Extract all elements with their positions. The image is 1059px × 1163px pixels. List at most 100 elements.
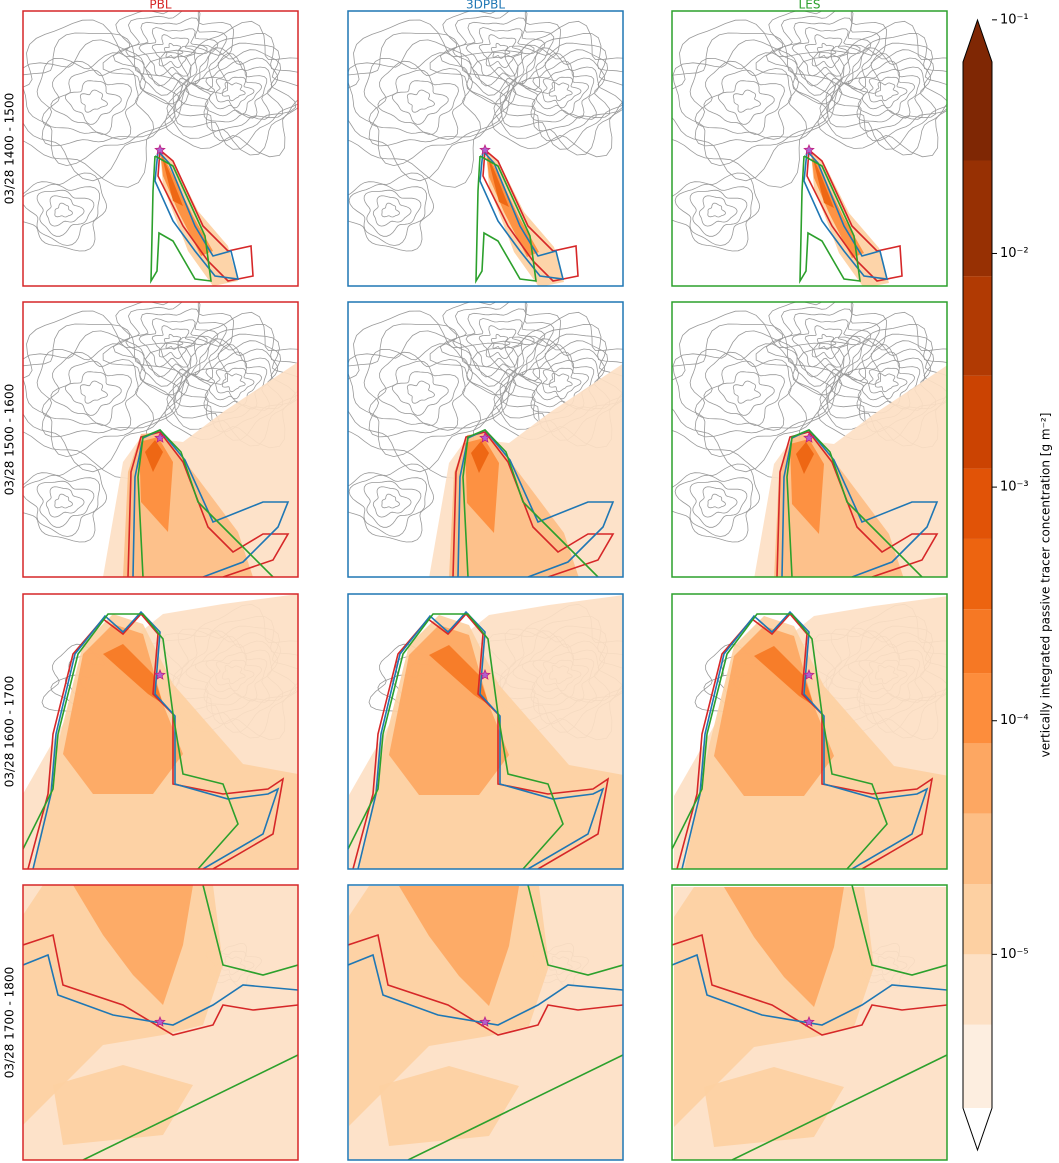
tracer-field bbox=[379, 1066, 519, 1146]
terrain-contour bbox=[490, 333, 511, 350]
terrain-contour bbox=[452, 308, 546, 378]
tracer-field bbox=[103, 644, 163, 704]
plume-outline bbox=[527, 885, 623, 976]
panel-border bbox=[347, 593, 624, 870]
colorbar-band bbox=[963, 1024, 992, 1108]
colorbar-tick-label: 10⁻⁴ bbox=[1000, 713, 1029, 728]
terrain-contour bbox=[694, 351, 792, 431]
terrain-contour bbox=[221, 81, 246, 102]
terrain-contour bbox=[698, 195, 738, 227]
colorbar-band bbox=[963, 884, 992, 955]
terrain-contour bbox=[391, 371, 449, 416]
terrain-contour bbox=[707, 493, 726, 509]
terrain-contour bbox=[532, 68, 590, 115]
terrain-contour bbox=[501, 44, 623, 142]
terrain-contour bbox=[138, 318, 208, 368]
terrain-contour bbox=[205, 68, 263, 115]
terrain-contour bbox=[542, 76, 582, 109]
source-star bbox=[479, 668, 491, 680]
terrain-contour bbox=[23, 475, 100, 537]
terrain-contour bbox=[505, 47, 611, 132]
plume-outline bbox=[137, 429, 274, 577]
terrain-contour bbox=[452, 17, 546, 87]
terrain-contour bbox=[381, 202, 400, 218]
terrain-contour bbox=[672, 19, 845, 188]
source-star bbox=[803, 668, 815, 680]
panel-border bbox=[22, 10, 299, 287]
plume-outline bbox=[776, 431, 939, 577]
terrain-contour bbox=[41, 60, 139, 140]
terrain-contour bbox=[36, 480, 95, 528]
terrain-contour bbox=[797, 20, 947, 158]
plume-outline bbox=[672, 953, 947, 1026]
plume-outline bbox=[27, 612, 285, 869]
terrain-contour bbox=[698, 486, 738, 518]
terrain-contour bbox=[138, 27, 208, 77]
tracer-field bbox=[389, 625, 509, 795]
terrain-contour bbox=[151, 325, 196, 360]
tracer-field bbox=[704, 1067, 844, 1147]
terrain-contour bbox=[478, 34, 523, 69]
terrain-contour bbox=[703, 69, 785, 135]
terrain-contour bbox=[816, 333, 837, 350]
colorbar-band bbox=[963, 609, 992, 674]
column-title: PBL bbox=[149, 0, 171, 12]
source-star bbox=[479, 143, 491, 155]
terrain-contour bbox=[372, 486, 412, 518]
plume-outline bbox=[806, 149, 903, 282]
terrain-contour bbox=[23, 330, 176, 458]
plume-outline bbox=[150, 155, 212, 284]
terrain-contour bbox=[548, 81, 573, 102]
terrain-contour bbox=[64, 371, 122, 416]
panel-border bbox=[22, 593, 299, 870]
terrain-contour bbox=[194, 60, 268, 119]
terrain-contour bbox=[174, 44, 297, 142]
terrain-contour bbox=[215, 367, 255, 400]
terrain-contour bbox=[348, 19, 519, 188]
terrain-contour bbox=[348, 172, 435, 252]
terrain-contour bbox=[689, 480, 748, 528]
plume-outline bbox=[348, 953, 623, 1026]
panel-border bbox=[347, 301, 624, 578]
row-label: 03/28 1400 - 1500 bbox=[3, 93, 17, 204]
terrain-contour bbox=[778, 308, 872, 378]
plume-outline bbox=[348, 933, 623, 1036]
terrain-contour bbox=[674, 475, 753, 537]
terrain-contour bbox=[125, 308, 219, 378]
map-panel bbox=[672, 11, 947, 286]
tracer-field bbox=[465, 438, 499, 533]
terrain-contour bbox=[391, 80, 449, 125]
map-panel bbox=[348, 302, 623, 577]
tracer-field bbox=[73, 885, 193, 1005]
terrain-contour bbox=[694, 60, 792, 140]
terrain-contour bbox=[54, 493, 73, 509]
terrain-contour bbox=[804, 34, 849, 69]
panel-border bbox=[671, 301, 948, 578]
plume-outline bbox=[672, 933, 947, 1036]
terrain-contour bbox=[755, 302, 887, 396]
terrain-contour bbox=[707, 202, 726, 218]
terrain-contour bbox=[363, 189, 422, 237]
terrain-contour bbox=[672, 172, 761, 252]
colorbar-label: vertically integrated passive tracer con… bbox=[1039, 413, 1053, 758]
source-star bbox=[479, 1015, 491, 1027]
tracer-field bbox=[63, 624, 183, 794]
plume-outline bbox=[676, 612, 934, 869]
terrain-contour bbox=[672, 39, 829, 167]
colorbar-band bbox=[963, 160, 992, 277]
terrain-contour bbox=[465, 318, 535, 368]
terrain-contour bbox=[23, 184, 100, 246]
terrain-contour bbox=[363, 480, 422, 528]
map-panel bbox=[23, 302, 298, 577]
tracer-field bbox=[812, 155, 834, 208]
terrain-contour bbox=[465, 27, 535, 77]
terrain-contour bbox=[703, 360, 785, 426]
terrain-contour bbox=[478, 325, 523, 360]
column-title: 3DPBL bbox=[466, 0, 505, 12]
colorbar-band bbox=[963, 468, 992, 539]
terrain-contour bbox=[36, 189, 95, 237]
plume-outline bbox=[23, 953, 298, 1026]
tracer-field bbox=[145, 440, 163, 472]
plume-outline bbox=[23, 613, 239, 869]
terrain-contour bbox=[521, 60, 595, 119]
